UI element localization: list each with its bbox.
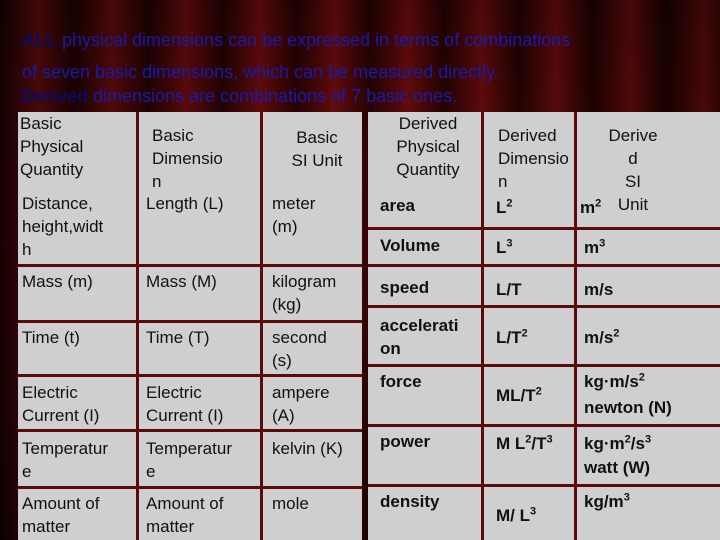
row-area-unit: m2: [580, 197, 602, 217]
row-force-unit: kg·m/s2: [584, 371, 645, 391]
row-force-dimension: ML/T2: [496, 385, 542, 405]
header-derived-quantity: Derived Physical Quantity: [396, 114, 460, 179]
row-power-unit: kg·m2/s3: [584, 433, 652, 453]
grid-line: [18, 429, 362, 432]
row-area-dimension: L2: [496, 197, 513, 217]
row-volume-quantity: Volume: [380, 236, 441, 255]
row-density-unit: kg/m3: [584, 491, 630, 511]
row-amount-quantity: Amount of matter: [22, 494, 100, 536]
row-current-dimension: Electric Current (I): [146, 383, 224, 425]
row-power-unit-name: watt (W): [584, 458, 651, 477]
intro-line-3: Derived dimensions are combinations of 7…: [22, 86, 457, 107]
grid-line: [368, 227, 720, 230]
row-mass-dimension: Mass (M): [146, 272, 217, 291]
grid-line: [18, 264, 362, 267]
row-temperature-quantity: Temperatur e: [22, 439, 108, 481]
grid-line: [18, 374, 362, 377]
row-mass-unit: kilogram (kg): [272, 272, 337, 314]
row-volume-unit: m3: [584, 237, 606, 257]
derived-table-panel: [368, 112, 720, 540]
row-time-quantity: Time (t): [22, 328, 80, 347]
intro-emph-all: ALL: [22, 30, 57, 50]
grid-line: [18, 320, 362, 323]
row-power-quantity: power: [380, 432, 431, 451]
row-time-dimension: Time (T): [146, 328, 210, 347]
row-acceleration-quantity: accelerati on: [380, 316, 459, 358]
row-temperature-unit: kelvin (K): [272, 439, 343, 458]
grid-line: [136, 112, 139, 540]
grid-line: [368, 305, 720, 308]
row-current-unit: ampere (A): [272, 383, 330, 425]
grid-line: [574, 112, 577, 540]
row-mass-quantity: Mass (m): [22, 272, 93, 291]
intro-line-1-rest: physical dimensions can be expressed in …: [57, 30, 571, 50]
grid-line: [368, 424, 720, 427]
row-acceleration-unit: m/s2: [584, 327, 620, 347]
intro-line-2: of seven basic dimensions, which can be …: [22, 62, 499, 82]
row-temperature-dimension: Temperatur e: [146, 439, 232, 481]
row-speed-dimension: L/T: [496, 280, 522, 299]
grid-line: [260, 112, 263, 540]
row-amount-dimension: Amount of matter: [146, 494, 224, 536]
row-force-quantity: force: [380, 372, 422, 391]
basic-table-panel: [18, 112, 362, 540]
row-speed-unit: m/s: [584, 280, 614, 299]
grid-line: [481, 112, 484, 540]
row-amount-unit: mole: [272, 494, 309, 513]
grid-line: [368, 364, 720, 367]
header-derived-si-unit: Derive d SI Unit: [608, 126, 658, 214]
row-time-unit: second (s): [272, 328, 327, 370]
header-basic-si-unit: Basic SI Unit: [291, 128, 343, 170]
grid-line: [368, 484, 720, 487]
row-distance-quantity: Distance, height,widt h: [22, 194, 104, 259]
header-derived-dimension: Derived Dimensio n: [498, 126, 569, 191]
row-force-unit-name: newton (N): [584, 398, 672, 417]
grid-line: [368, 264, 720, 267]
row-acceleration-dimension: L/T2: [496, 327, 528, 347]
row-density-dimension: M/ L3: [496, 505, 537, 525]
header-basic-quantity: Basic Physical Quantity: [20, 114, 84, 179]
row-current-quantity: Electric Current (I): [22, 383, 100, 425]
header-basic-dimension: Basic Dimensio n: [152, 126, 223, 191]
row-density-quantity: density: [380, 492, 440, 511]
row-volume-dimension: L3: [496, 237, 513, 257]
row-area-quantity: area: [380, 196, 415, 215]
row-speed-quantity: speed: [380, 278, 430, 297]
row-distance-unit: meter (m): [272, 194, 316, 236]
row-distance-dimension: Length (L): [146, 194, 224, 213]
intro-line-1: ALL physical dimensions can be expressed…: [22, 30, 570, 51]
row-power-dimension: M L2/T3: [496, 433, 553, 453]
intro-line-3-rest: dimensions are combinations of 7 basic o…: [88, 86, 458, 106]
grid-line: [18, 486, 362, 489]
intro-emph-derived: Derived: [22, 86, 89, 106]
